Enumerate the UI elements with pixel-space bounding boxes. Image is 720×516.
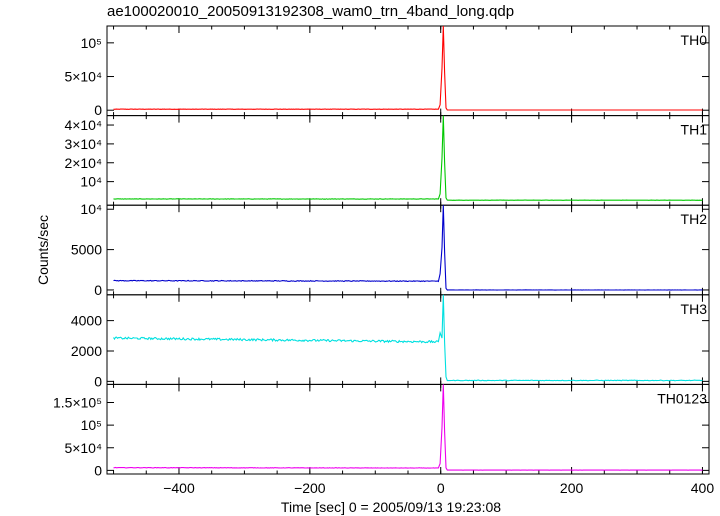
panel-frame — [106, 383, 710, 475]
series-line-th2 — [113, 205, 703, 291]
panel-frame — [106, 25, 710, 117]
plot-title: ae100020010_20050913192308_wam0_trn_4ban… — [107, 3, 515, 20]
panel-th3: 0 2000 4000 TH3 — [71, 294, 710, 389]
series-line-th0 — [113, 25, 703, 111]
y-tick-label: 4×10⁴ — [64, 117, 102, 133]
x-tick-label: 400 — [691, 480, 715, 496]
series-line-th0123 — [113, 384, 703, 471]
y-tick-label: 10⁵ — [81, 35, 102, 51]
panel-th2: 0 5000 10⁴ TH2 — [71, 201, 710, 298]
y-tick-label: 0 — [94, 373, 102, 389]
panel-label-th3: TH3 — [681, 301, 708, 317]
x-tick-label: −400 — [163, 480, 195, 496]
y-tick-label: 0 — [94, 462, 102, 478]
panel-label-th2: TH2 — [681, 211, 708, 227]
panel-label-th1: TH1 — [681, 122, 708, 138]
panel-th0123: 0 5×10⁴ 10⁵ 1.5×10⁵ TH0123 — [53, 383, 710, 478]
panel-th1: 10⁴ 2×10⁴ 3×10⁴ 4×10⁴ TH1 — [64, 115, 710, 206]
y-tick-label: 10⁴ — [80, 201, 102, 217]
y-tick-label: 5×10⁴ — [64, 69, 102, 85]
series-line-th1 — [113, 115, 703, 201]
y-tick-label: 1.5×10⁵ — [53, 395, 102, 411]
x-tick-label: −200 — [294, 480, 326, 496]
x-tick-label: 200 — [560, 480, 584, 496]
y-axis-label: Counts/sec — [35, 215, 51, 285]
y-tick-label: 4000 — [71, 313, 102, 329]
y-tick-label: 10⁴ — [80, 174, 102, 190]
y-tick-label: 2000 — [71, 343, 102, 359]
series-line-th3 — [113, 294, 703, 382]
y-tick-label: 0 — [94, 102, 102, 118]
y-tick-label: 5000 — [71, 242, 102, 258]
y-tick-label: 10⁵ — [81, 417, 102, 433]
x-axis-label: Time [sec] 0 = 2005/09/13 19:23:08 — [281, 499, 501, 515]
y-tick-label: 2×10⁴ — [64, 155, 102, 171]
x-tick-label: 0 — [437, 480, 445, 496]
panel-th0: 0 5×10⁴ 10⁵ TH0 — [64, 25, 710, 118]
y-tick-label: 3×10⁴ — [64, 136, 102, 152]
panel-label-th0123: TH0123 — [657, 390, 707, 406]
panel-label-th0: TH0 — [681, 32, 708, 48]
y-tick-label: 0 — [94, 282, 102, 298]
y-tick-label: 5×10⁴ — [64, 440, 102, 456]
panel-frame — [106, 115, 710, 206]
